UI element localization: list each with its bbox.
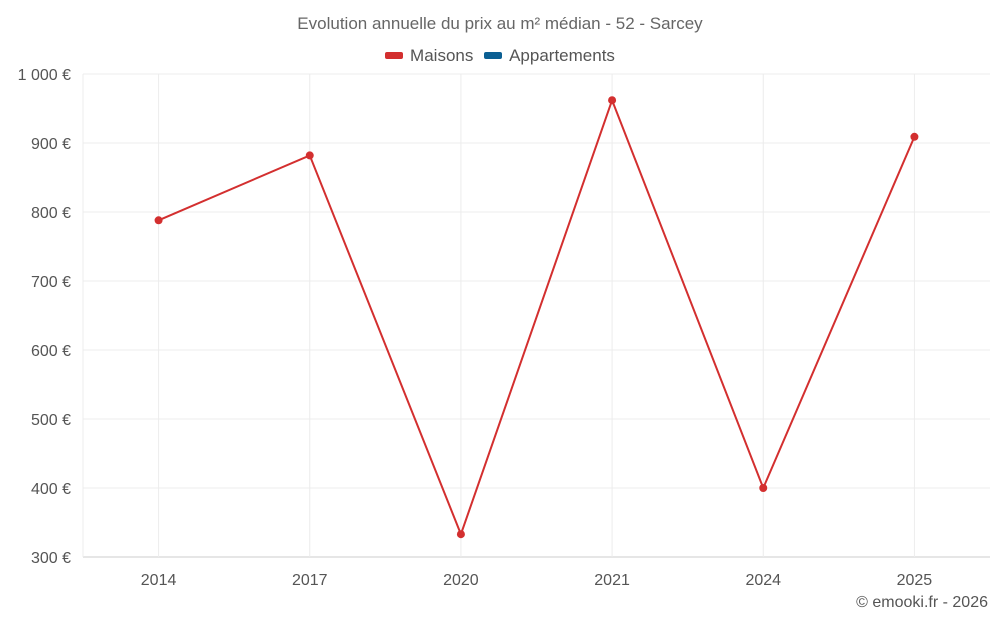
data-point-maisons-2025: [910, 132, 919, 141]
legend-item-maisons[interactable]: Maisons: [385, 46, 473, 66]
data-point-maisons-2017: [305, 151, 314, 160]
legend-label-maisons: Maisons: [410, 45, 474, 65]
y-tick-label: 300 €: [31, 550, 71, 567]
x-tick-label: 2017: [292, 572, 328, 589]
series-line-maisons: [158, 97, 916, 538]
data-point-maisons-2024: [759, 484, 768, 492]
y-tick-label: 900 €: [31, 136, 71, 153]
legend-swatch-maisons: [385, 52, 404, 59]
data-point-maisons-2014: [154, 216, 163, 225]
legend-item-appartements[interactable]: Appartements: [484, 46, 615, 66]
y-tick-label: 700 €: [31, 274, 71, 291]
y-tick-label: 400 €: [31, 481, 71, 498]
data-point-maisons-2021: [608, 96, 617, 105]
legend-swatch-appartements: [484, 52, 503, 59]
chart-title: Evolution annuelle du prix au m² médian …: [297, 14, 703, 33]
x-tick-label: 2021: [594, 572, 630, 589]
x-tick-label: 2014: [141, 572, 177, 589]
y-tick-label: 500 €: [31, 412, 71, 429]
y-tick-label: 600 €: [31, 343, 71, 360]
y-tick-label: 800 €: [31, 205, 71, 222]
x-tick-label: 2020: [443, 572, 479, 589]
data-point-maisons-2020: [456, 530, 465, 539]
legend-label-appartements: Appartements: [509, 45, 615, 65]
y-tick-label: 1 000 €: [18, 67, 71, 84]
x-tick-label: 2024: [745, 572, 781, 589]
chart-legend: Maisons Appartements: [0, 44, 1000, 66]
credit-text: © emooki.fr - 2026: [856, 594, 988, 611]
x-tick-label: 2025: [897, 572, 933, 589]
